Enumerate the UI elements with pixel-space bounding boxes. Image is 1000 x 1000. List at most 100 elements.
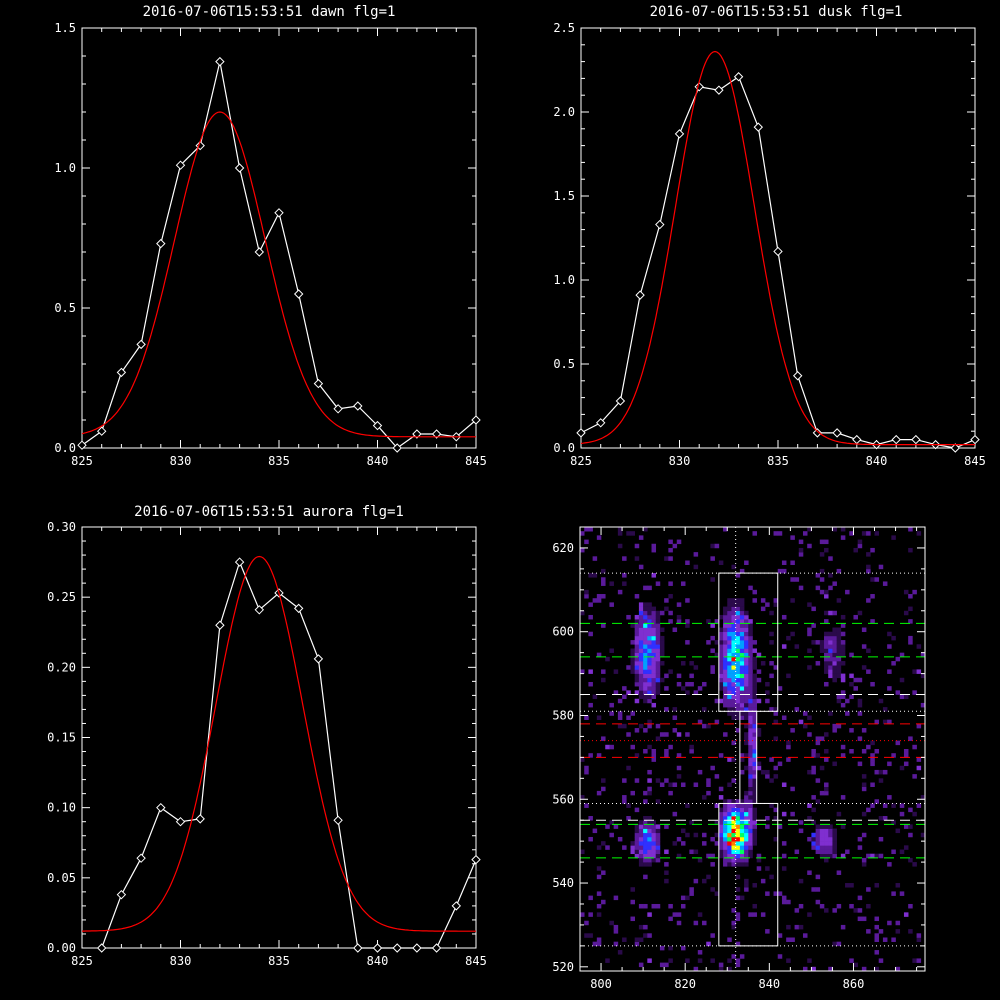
heatmap-cell (739, 661, 745, 666)
heatmap-cell (748, 849, 753, 855)
heatmap-cell (744, 790, 749, 796)
heatmap-cell (680, 903, 686, 909)
heatmap-cell (765, 698, 770, 704)
heatmap-cell (689, 820, 694, 825)
heatmap-cell (605, 824, 610, 829)
heatmap-overlays (580, 527, 925, 971)
heatmap-cell (727, 623, 732, 628)
heatmap-cell (861, 916, 867, 922)
heatmap-cell (849, 728, 854, 733)
heatmap-cell (870, 577, 875, 582)
heatmap-cell (811, 606, 816, 612)
y-tick-label: 0.5 (54, 301, 76, 315)
heatmap-cell (744, 665, 749, 670)
heatmap-cell (824, 857, 829, 863)
heatmap-cell (643, 610, 648, 616)
heatmap-cell (819, 853, 825, 859)
heatmap-cell (723, 807, 728, 813)
heatmap-cell (702, 681, 707, 687)
heatmap-cell (748, 799, 753, 804)
heatmap-cell (824, 652, 829, 658)
heatmap-cell (588, 702, 593, 708)
heatmap-cell (601, 677, 606, 683)
heatmap-cell (601, 581, 606, 586)
heatmap-cell (748, 740, 753, 746)
heatmap-cell (739, 669, 745, 674)
heatmap-cell (672, 782, 678, 787)
heatmap-cell (651, 610, 657, 616)
heatmap-cell (874, 769, 880, 775)
heatmap-cell (744, 635, 749, 641)
heatmap-cell (840, 690, 846, 695)
heatmap-cell (735, 681, 741, 687)
heatmap-cell (601, 778, 606, 783)
heatmap-cell (630, 640, 635, 645)
heatmap-cell (748, 749, 753, 754)
heatmap-cell (723, 677, 728, 683)
heatmap-cell (836, 627, 842, 633)
heatmap-cell (836, 640, 842, 645)
heatmap-cell (811, 807, 816, 813)
heatmap-cell (874, 883, 880, 888)
heatmap-cell (908, 619, 913, 624)
y-tick-label: 620 (552, 541, 574, 555)
heatmap-cell (748, 912, 753, 917)
heatmap-cell (866, 669, 871, 674)
heatmap-cell (832, 836, 837, 842)
x-tick-label: 830 (170, 954, 192, 968)
heatmap-cell (731, 644, 736, 649)
heatmap-cell (731, 635, 736, 641)
heatmap-cell (596, 874, 602, 880)
data-point (792, 371, 803, 381)
heatmap-cell (718, 673, 724, 679)
heatmap-cell (643, 623, 648, 628)
heatmap-cell (727, 824, 732, 829)
heatmap-cell (676, 912, 682, 917)
heatmap-cell (748, 807, 753, 813)
heatmap-cell (655, 627, 661, 633)
heatmap-cell (752, 648, 758, 653)
heatmap-cell (790, 560, 795, 565)
heatmap-cell (731, 853, 736, 859)
heatmap-cell (735, 832, 741, 838)
heatmap-cell (777, 686, 783, 691)
heatmap-cell (723, 803, 728, 808)
heatmap-cell (617, 836, 623, 842)
heatmap-cell (580, 795, 585, 800)
heatmap-cell (643, 694, 648, 700)
heatmap-cell (718, 686, 724, 691)
heatmap-cell (727, 640, 732, 645)
heatmap-cell (882, 719, 888, 725)
heatmap-cell (626, 531, 631, 536)
heatmap-cell (731, 648, 736, 653)
heatmap-cell (617, 711, 623, 716)
heatmap-cell (706, 874, 711, 880)
heatmap-cell (853, 686, 858, 691)
heatmap-cell (731, 669, 736, 674)
heatmap-cell (718, 962, 724, 968)
heatmap-cell (811, 966, 816, 972)
heatmap-cell (798, 719, 804, 725)
heatmap-cell (739, 635, 745, 641)
heatmap-cell (811, 640, 816, 645)
heatmap-cell (735, 845, 741, 850)
x-tick-label: 840 (367, 454, 389, 468)
heatmap-cell (718, 841, 724, 846)
heatmap-cell (727, 820, 732, 825)
heatmap-cell (836, 648, 842, 653)
heatmap-cell (756, 866, 762, 871)
x-tick-label: 840 (367, 954, 389, 968)
heatmap-cell (815, 585, 821, 591)
heatmap-cell (735, 602, 741, 607)
heatmap-cell (752, 832, 758, 838)
heatmap-cell (731, 824, 736, 829)
heatmap-cell (647, 635, 652, 641)
heatmap-cell (807, 732, 812, 737)
heatmap-cell (836, 694, 842, 700)
heatmap-cell (748, 795, 753, 800)
heatmap-cell (651, 690, 657, 695)
heatmap-cell (781, 866, 787, 871)
heatmap-cell (866, 552, 871, 557)
heatmap-cell (596, 891, 602, 896)
heatmap-cell (798, 547, 804, 553)
